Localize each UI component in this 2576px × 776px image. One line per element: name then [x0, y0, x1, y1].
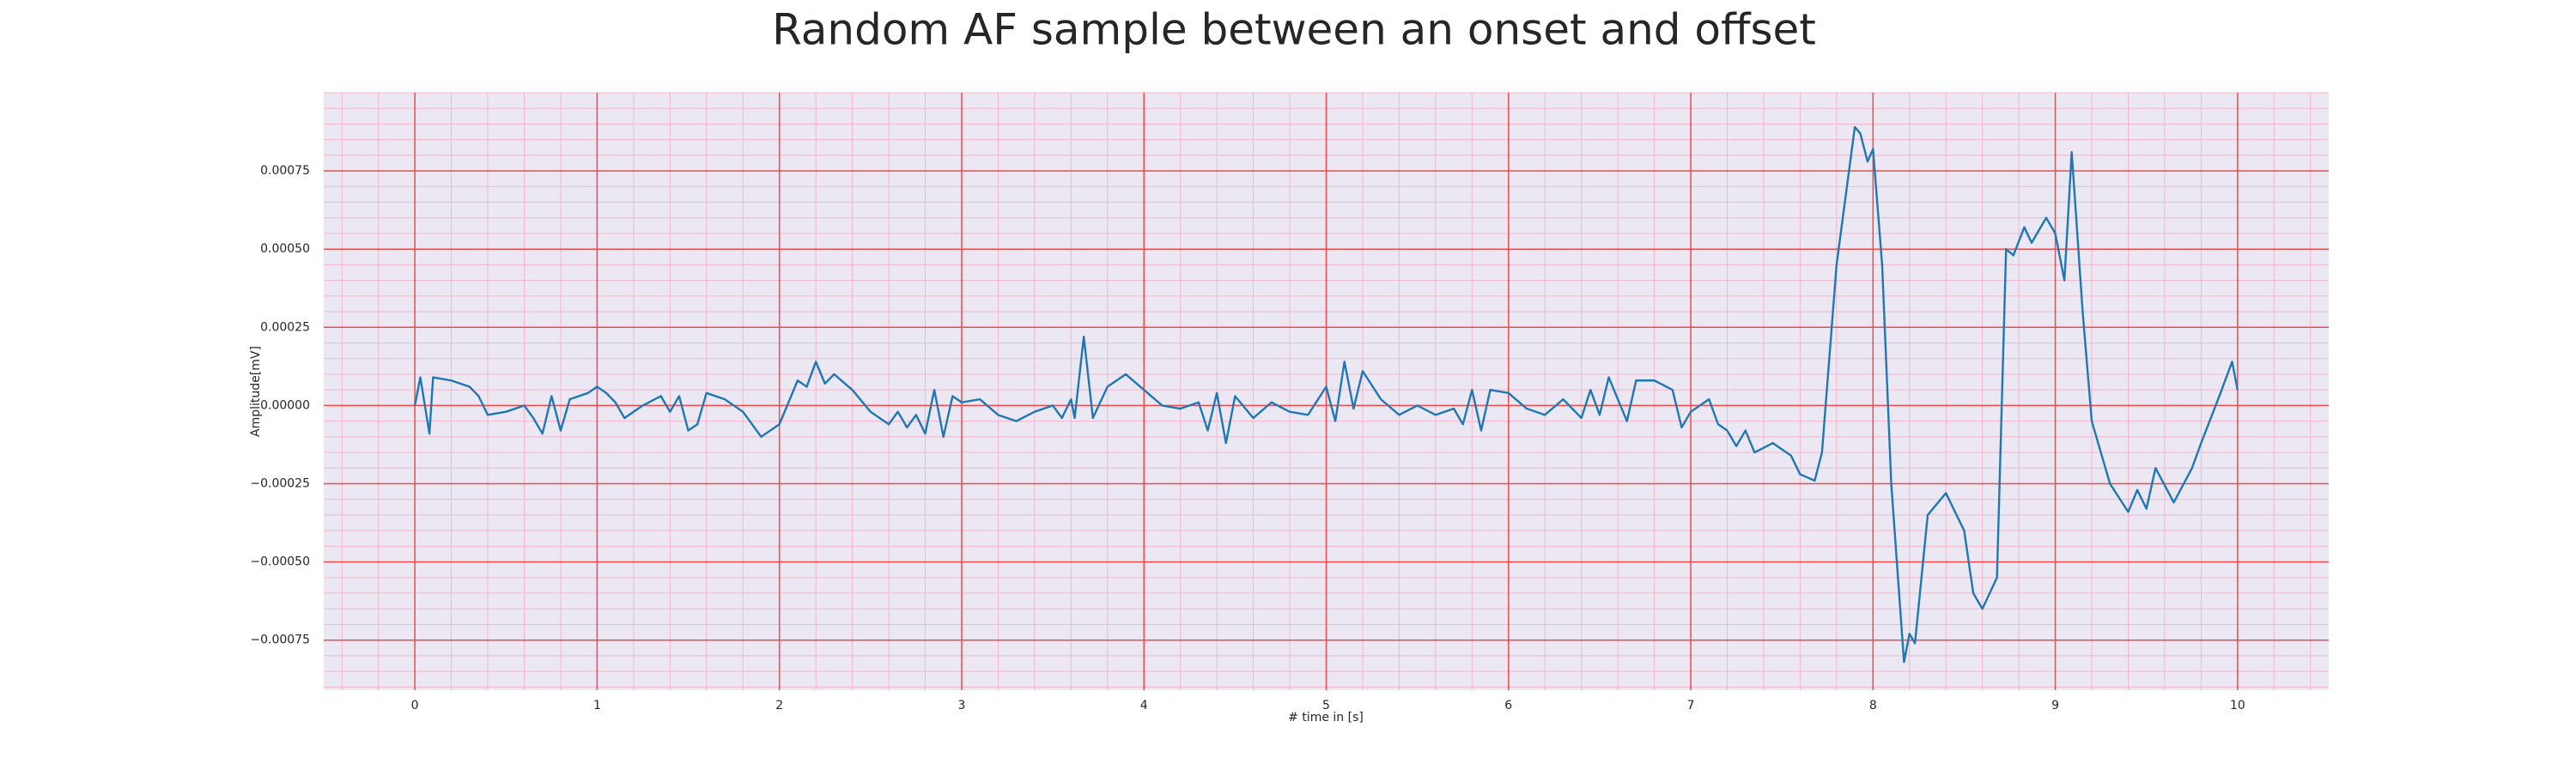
x-tick-label: 2 — [775, 699, 783, 712]
x-tick-label: 7 — [1687, 699, 1695, 712]
y-tick-label: 0.00000 — [260, 398, 310, 412]
y-tick-label: 0.00025 — [260, 320, 310, 334]
x-tick-label: 4 — [1140, 699, 1148, 712]
x-tick-label: 3 — [957, 699, 965, 712]
x-tick-label: 0 — [411, 699, 419, 712]
y-axis-label: Amplitude[mV] — [249, 346, 263, 437]
y-tick-label: −0.00025 — [250, 476, 310, 490]
chart-title: Random AF sample between an onset and of… — [772, 5, 1816, 55]
y-tick-label: 0.00075 — [260, 164, 310, 178]
x-tick-label: 5 — [1322, 699, 1330, 712]
signal-line — [413, 125, 2239, 664]
x-tick-label: 6 — [1504, 699, 1512, 712]
y-tick-label: 0.00050 — [260, 242, 310, 256]
x-axis-label: # time in [s] — [1288, 711, 1364, 724]
x-tick-label: 9 — [2051, 699, 2059, 712]
y-tick-label: −0.00075 — [250, 634, 310, 647]
x-tick-label: 10 — [2230, 699, 2245, 712]
x-tick-label: 1 — [593, 699, 601, 712]
x-tick-label: 8 — [1869, 699, 1877, 712]
y-tick-label: −0.00050 — [250, 555, 310, 569]
